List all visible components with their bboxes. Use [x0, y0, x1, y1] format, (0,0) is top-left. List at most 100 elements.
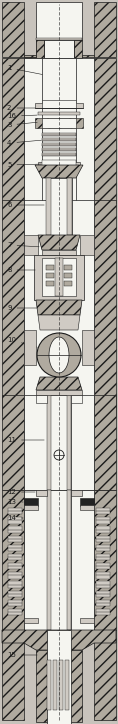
Polygon shape: [96, 536, 110, 542]
Bar: [80, 498, 94, 506]
Polygon shape: [8, 581, 22, 588]
Bar: [47, 490, 71, 630]
Bar: [94, 2, 116, 57]
Bar: [94, 630, 116, 720]
Bar: [46, 281, 54, 286]
Bar: [38, 162, 80, 167]
Bar: [67, 178, 72, 235]
Bar: [36, 395, 47, 403]
Bar: [47, 490, 51, 630]
Polygon shape: [42, 250, 76, 255]
Bar: [2, 2, 24, 57]
Bar: [80, 235, 94, 255]
Polygon shape: [8, 536, 22, 542]
Text: 16: 16: [7, 113, 37, 119]
Text: 1: 1: [7, 65, 42, 75]
Text: 7: 7: [7, 242, 39, 248]
Polygon shape: [96, 563, 110, 569]
Bar: [24, 498, 38, 506]
Polygon shape: [96, 508, 110, 515]
Polygon shape: [96, 609, 110, 615]
Bar: [94, 490, 116, 630]
Bar: [24, 618, 38, 623]
Bar: [2, 630, 24, 720]
Text: 10: 10: [7, 337, 37, 348]
Bar: [2, 395, 24, 490]
Polygon shape: [8, 517, 22, 523]
Bar: [36, 38, 82, 40]
Text: 13: 13: [7, 499, 23, 505]
Ellipse shape: [49, 337, 69, 373]
Polygon shape: [96, 544, 110, 551]
Text: 4: 4: [7, 140, 41, 146]
Bar: [38, 112, 80, 115]
Polygon shape: [8, 591, 22, 597]
Bar: [64, 265, 72, 270]
Bar: [71, 490, 82, 496]
Bar: [71, 395, 82, 403]
Bar: [2, 58, 24, 203]
Bar: [47, 630, 71, 724]
Bar: [24, 490, 94, 630]
Bar: [42, 258, 76, 296]
Bar: [42, 118, 76, 128]
Polygon shape: [24, 57, 36, 58]
Polygon shape: [96, 554, 110, 560]
Bar: [80, 505, 94, 510]
Bar: [67, 395, 71, 490]
Bar: [42, 160, 76, 168]
Polygon shape: [24, 55, 36, 57]
Bar: [42, 133, 76, 136]
Circle shape: [37, 333, 81, 377]
Text: 15: 15: [7, 652, 37, 658]
Bar: [42, 153, 76, 156]
Polygon shape: [82, 55, 94, 57]
Polygon shape: [8, 526, 22, 533]
Polygon shape: [36, 300, 82, 315]
Bar: [42, 143, 76, 146]
Bar: [80, 618, 94, 623]
Bar: [42, 58, 76, 203]
Bar: [46, 273, 54, 278]
Bar: [64, 273, 72, 278]
Bar: [65, 660, 69, 710]
Bar: [24, 505, 38, 510]
Text: 14: 14: [7, 515, 23, 521]
Bar: [42, 138, 76, 141]
Bar: [24, 330, 36, 365]
Polygon shape: [96, 572, 110, 578]
Polygon shape: [8, 554, 22, 560]
Bar: [42, 100, 76, 108]
Bar: [47, 660, 51, 710]
Polygon shape: [36, 377, 82, 390]
Bar: [36, 40, 44, 58]
Bar: [47, 395, 51, 490]
Polygon shape: [96, 517, 110, 523]
Bar: [53, 660, 57, 710]
Polygon shape: [8, 544, 22, 551]
Bar: [44, 40, 74, 58]
Bar: [24, 58, 94, 203]
Bar: [24, 200, 94, 415]
Bar: [35, 103, 83, 108]
Bar: [67, 490, 71, 630]
Bar: [36, 650, 82, 722]
Text: 11: 11: [7, 437, 44, 443]
Polygon shape: [35, 165, 83, 178]
Text: 2: 2: [7, 105, 35, 111]
Text: 12: 12: [7, 489, 35, 495]
Polygon shape: [36, 390, 82, 395]
Polygon shape: [24, 40, 44, 58]
Polygon shape: [96, 599, 110, 606]
Polygon shape: [8, 508, 22, 515]
Bar: [36, 2, 82, 40]
Bar: [46, 265, 54, 270]
Bar: [46, 178, 51, 235]
Text: 9: 9: [7, 305, 37, 311]
Polygon shape: [2, 630, 116, 650]
Polygon shape: [8, 599, 22, 606]
Polygon shape: [38, 235, 80, 250]
Bar: [94, 58, 116, 203]
Text: 6: 6: [7, 202, 44, 208]
Bar: [36, 490, 47, 496]
